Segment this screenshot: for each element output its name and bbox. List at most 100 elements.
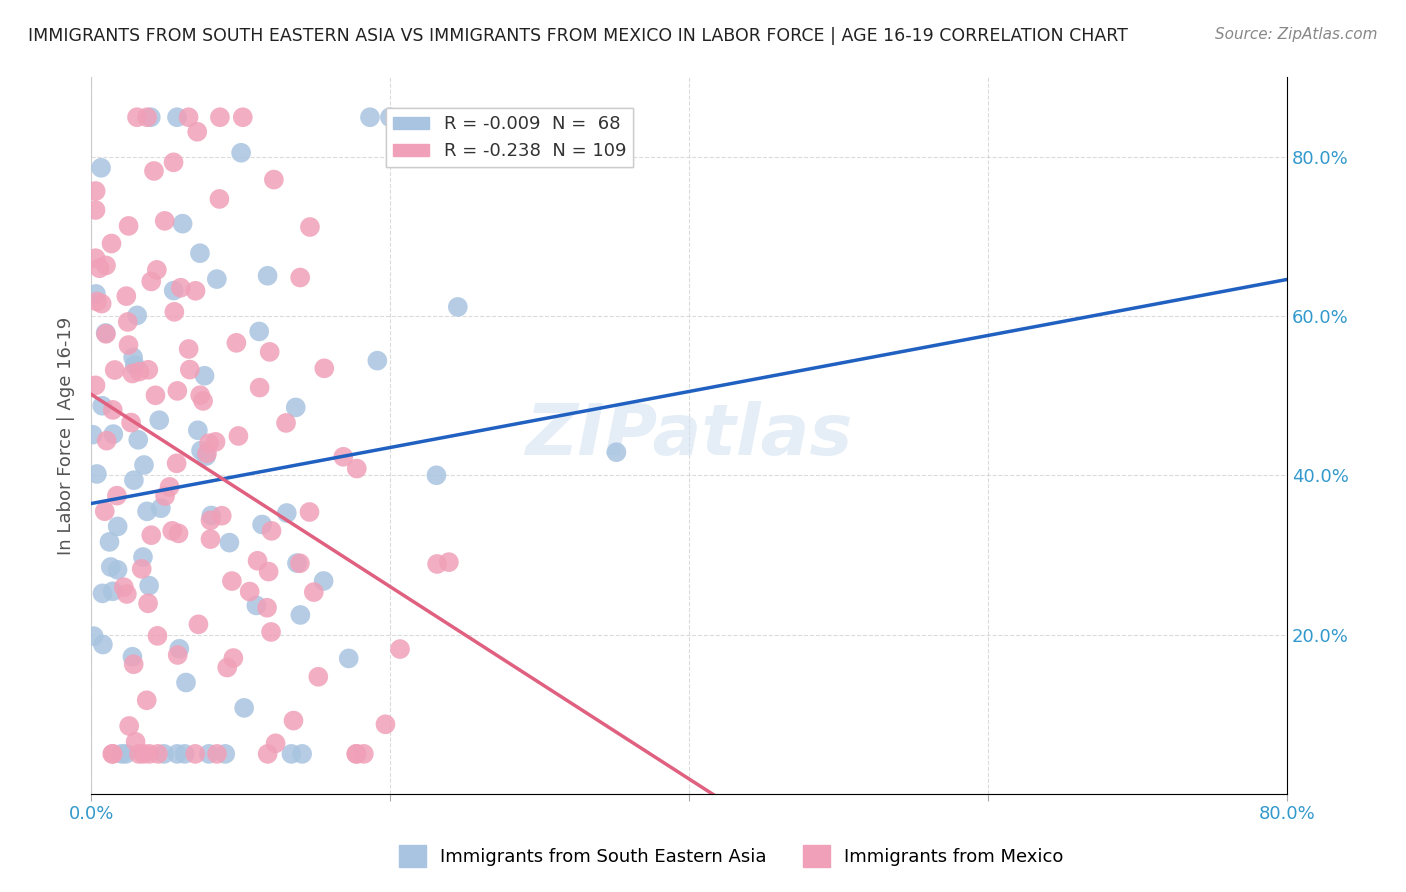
R = -0.009  N =  68 [172, 217, 194, 231]
R = -0.238  N = 109 [136, 363, 159, 377]
R = -0.238  N = 109 [374, 717, 396, 731]
R = -0.238  N = 109 [86, 294, 108, 309]
R = -0.009  N =  68 [100, 560, 122, 574]
R = -0.238  N = 109 [389, 642, 412, 657]
R = -0.009  N =  68 [205, 272, 228, 286]
R = -0.009  N =  68 [103, 427, 125, 442]
R = -0.238  N = 109 [94, 504, 117, 518]
R = -0.238  N = 109 [124, 735, 146, 749]
R = -0.238  N = 109 [122, 657, 145, 672]
R = -0.238  N = 109 [307, 670, 329, 684]
R = -0.238  N = 109 [128, 365, 150, 379]
R = -0.009  N =  68 [198, 747, 221, 761]
R = -0.238  N = 109 [211, 508, 233, 523]
R = -0.238  N = 109 [166, 456, 188, 470]
R = -0.238  N = 109 [177, 342, 200, 356]
R = -0.009  N =  68 [218, 535, 240, 549]
R = -0.238  N = 109 [232, 110, 254, 124]
R = -0.009  N =  68 [173, 747, 195, 761]
Y-axis label: In Labor Force | Age 16-19: In Labor Force | Age 16-19 [58, 317, 75, 555]
R = -0.009  N =  68 [138, 579, 160, 593]
R = -0.009  N =  68 [91, 399, 114, 413]
R = -0.009  N =  68 [166, 747, 188, 761]
R = -0.009  N =  68 [188, 246, 211, 260]
R = -0.238  N = 109 [166, 384, 188, 398]
R = -0.238  N = 109 [167, 526, 190, 541]
R = -0.238  N = 109 [256, 747, 278, 761]
R = -0.238  N = 109 [346, 747, 368, 761]
R = -0.009  N =  68 [107, 563, 129, 577]
R = -0.238  N = 109 [228, 429, 250, 443]
R = -0.009  N =  68 [139, 110, 162, 124]
R = -0.009  N =  68 [101, 584, 124, 599]
R = -0.238  N = 109 [104, 363, 127, 377]
R = -0.238  N = 109 [159, 480, 181, 494]
R = -0.009  N =  68 [132, 458, 155, 472]
R = -0.009  N =  68 [114, 747, 136, 761]
R = -0.238  N = 109 [90, 296, 112, 310]
R = -0.238  N = 109 [115, 587, 138, 601]
R = -0.238  N = 109 [264, 736, 287, 750]
R = -0.238  N = 109 [94, 259, 117, 273]
R = -0.238  N = 109 [89, 261, 111, 276]
R = -0.009  N =  68 [247, 325, 270, 339]
R = -0.009  N =  68 [148, 413, 170, 427]
R = -0.238  N = 109 [84, 202, 107, 217]
R = -0.238  N = 109 [257, 565, 280, 579]
R = -0.238  N = 109 [298, 219, 321, 234]
R = -0.238  N = 109 [101, 747, 124, 761]
R = -0.009  N =  68 [122, 473, 145, 487]
R = -0.238  N = 109 [288, 270, 311, 285]
R = -0.238  N = 109 [332, 450, 354, 464]
R = -0.009  N =  68 [149, 501, 172, 516]
R = -0.238  N = 109 [263, 172, 285, 186]
R = -0.238  N = 109 [117, 338, 139, 352]
R = -0.009  N =  68 [127, 309, 149, 323]
R = -0.009  N =  68 [83, 629, 105, 643]
R = -0.238  N = 109 [166, 648, 188, 662]
R = -0.009  N =  68 [312, 574, 335, 588]
R = -0.009  N =  68 [107, 519, 129, 533]
R = -0.009  N =  68 [136, 504, 159, 518]
R = -0.009  N =  68 [190, 443, 212, 458]
R = -0.238  N = 109 [143, 164, 166, 178]
R = -0.238  N = 109 [437, 555, 460, 569]
R = -0.238  N = 109 [132, 747, 155, 761]
R = -0.009  N =  68 [195, 449, 218, 463]
R = -0.238  N = 109 [246, 554, 269, 568]
R = -0.009  N =  68 [91, 586, 114, 600]
R = -0.009  N =  68 [425, 468, 447, 483]
R = -0.238  N = 109 [125, 110, 148, 124]
R = -0.238  N = 109 [84, 251, 107, 265]
R = -0.238  N = 109 [105, 489, 128, 503]
R = -0.009  N =  68 [605, 445, 627, 459]
R = -0.009  N =  68 [122, 351, 145, 365]
R = -0.238  N = 109 [153, 489, 176, 503]
R = -0.238  N = 109 [260, 524, 283, 538]
R = -0.238  N = 109 [136, 596, 159, 610]
R = -0.009  N =  68 [366, 353, 388, 368]
R = -0.009  N =  68 [86, 467, 108, 481]
R = -0.238  N = 109 [96, 434, 118, 448]
R = -0.238  N = 109 [225, 335, 247, 350]
R = -0.009  N =  68 [276, 506, 298, 520]
R = -0.238  N = 109 [283, 714, 305, 728]
R = -0.009  N =  68 [98, 534, 121, 549]
R = -0.238  N = 109 [128, 747, 150, 761]
R = -0.238  N = 109 [101, 747, 124, 761]
R = -0.009  N =  68 [284, 401, 307, 415]
R = -0.238  N = 109 [170, 281, 193, 295]
R = -0.009  N =  68 [169, 641, 191, 656]
R = -0.009  N =  68 [121, 649, 143, 664]
R = -0.009  N =  68 [285, 556, 308, 570]
R = -0.009  N =  68 [200, 508, 222, 523]
Text: Source: ZipAtlas.com: Source: ZipAtlas.com [1215, 27, 1378, 42]
R = -0.238  N = 109 [353, 747, 375, 761]
R = -0.009  N =  68 [233, 701, 256, 715]
R = -0.238  N = 109 [84, 378, 107, 392]
R = -0.238  N = 109 [153, 214, 176, 228]
R = -0.238  N = 109 [208, 192, 231, 206]
R = -0.238  N = 109 [146, 629, 169, 643]
R = -0.238  N = 109 [426, 557, 449, 571]
R = -0.009  N =  68 [110, 747, 132, 761]
